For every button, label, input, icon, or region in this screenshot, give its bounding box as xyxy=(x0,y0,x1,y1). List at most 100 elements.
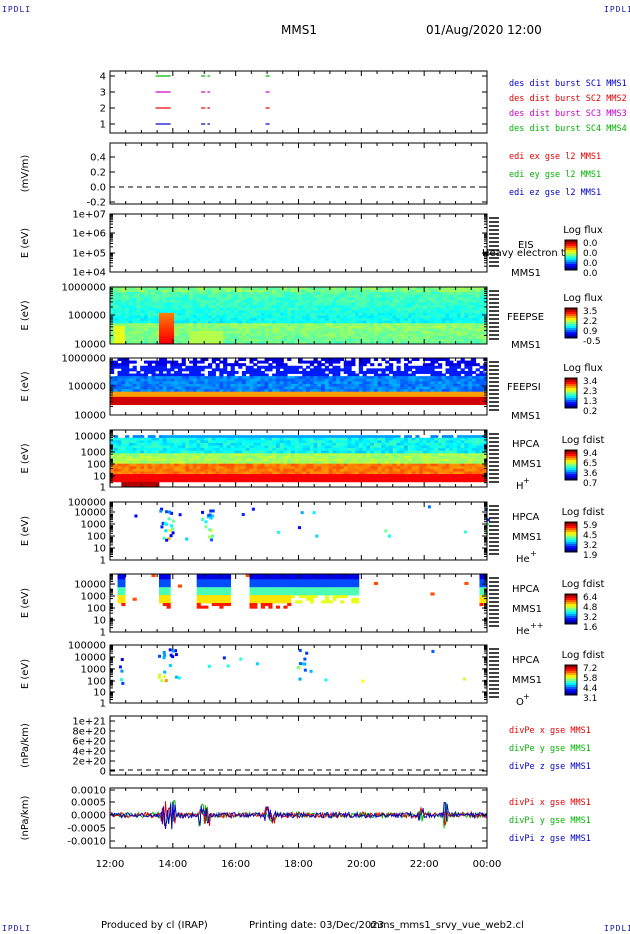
feepse-panel-heat-cell xyxy=(385,312,390,316)
feepsi-panel-heat-cell xyxy=(483,383,488,387)
feepsi-panel-heat-cell xyxy=(456,363,462,367)
hpca-h-panel-heat-cell xyxy=(162,448,167,452)
feepsi-panel-heat-cell xyxy=(302,360,307,364)
hpca-h-panel-heat-cell xyxy=(241,463,247,467)
feepse-panel-heat-cell xyxy=(219,297,224,301)
feepse-panel-heat-cell xyxy=(437,338,443,342)
hpca-h-panel-heat-cell xyxy=(177,450,183,454)
feepsi-panel-heat-cell xyxy=(385,378,390,382)
feepsi-panel-right-label: FEEPSI xyxy=(507,382,541,393)
feepse-panel-heat-cell xyxy=(339,292,345,296)
feepse-panel-heat-cell xyxy=(279,287,284,290)
feepsi-panel-heat-cell xyxy=(373,368,379,372)
feepse-panel-heat-cell xyxy=(336,302,341,306)
feepse-panel-heat-cell xyxy=(185,323,190,327)
feepsi-panel-heat-cell xyxy=(332,368,337,372)
feepsi-panel-heat-cell xyxy=(117,363,122,367)
feepse-panel-heat-cell xyxy=(174,320,179,324)
feepse-panel-heat-cell xyxy=(238,307,243,311)
feepsi-panel-heat-cell xyxy=(468,383,473,387)
feepse-panel-heat-cell xyxy=(449,292,454,296)
feepse-panel-heat-cell xyxy=(332,305,337,309)
feepse-panel-heat-cell xyxy=(396,294,401,298)
feepsi-panel-heat-cell xyxy=(162,402,167,406)
feepse-panel-heat-cell xyxy=(257,297,262,301)
feepsi-panel-heat-cell xyxy=(147,389,152,393)
hpca-h-panel-heat-cell xyxy=(230,461,235,465)
feepse-panel-heat-cell xyxy=(479,325,484,329)
feepsi-panel-heat-cell xyxy=(475,373,480,377)
feepse-panel-heat-cell xyxy=(479,312,484,316)
hpca-h-panel-heat-cell xyxy=(140,484,145,488)
feepsi-panel-heat-cell xyxy=(136,399,141,403)
feepse-panel-heat-cell xyxy=(223,299,228,303)
hpca-h-panel-heat-cell xyxy=(181,471,186,475)
feepsi-panel-heat-cell xyxy=(460,391,465,395)
feepsi-panel-heat-cell xyxy=(468,394,473,398)
hpca-h-panel-heat-cell xyxy=(230,466,235,470)
feepse-panel-heat-cell xyxy=(388,299,394,303)
feepsi-panel-heat-cell xyxy=(449,373,454,377)
feepse-panel-heat-cell xyxy=(230,328,235,332)
hpca-h-panel-heat-cell xyxy=(241,450,247,454)
feepse-panel-heat-cell xyxy=(441,338,446,342)
feepsi-panel-heat-cell xyxy=(174,360,179,364)
feepse-panel-heat-cell xyxy=(249,338,254,342)
feepse-panel-heat-cell xyxy=(460,292,465,296)
feepsi-panel-heat-cell xyxy=(177,376,183,380)
feepsi-panel-heat-cell xyxy=(113,399,118,403)
hpca-h-panel-heat-cell xyxy=(219,445,224,449)
feepse-panel-heat-cell xyxy=(189,338,194,342)
feepsi-panel-heat-cell xyxy=(117,386,122,390)
feepsi-panel-heat-cell xyxy=(147,378,152,382)
hpca-h-panel-heat-cell xyxy=(151,437,156,441)
feepsi-panel-heat-cell xyxy=(185,391,190,395)
feepse-panel-heat-cell xyxy=(328,299,333,303)
eis-panel-colorbar-frame xyxy=(564,239,578,271)
feepsi-panel-heat-cell xyxy=(151,360,156,364)
feepse-panel-heat-cell xyxy=(339,287,345,290)
feepsi-panel-heat-cell xyxy=(358,381,363,385)
feepse-panel-heat-cell xyxy=(177,325,183,329)
feepse-panel-heat-cell xyxy=(306,289,311,293)
feepsi-panel-heat-cell xyxy=(185,383,190,387)
feepse-panel-heat-cell xyxy=(143,333,149,337)
feepse-panel-heat-cell xyxy=(381,325,386,329)
feepse-panel-heat-cell xyxy=(257,312,262,316)
feepse-panel-heat-cell xyxy=(223,294,228,298)
hpca-h-panel-heat-cell xyxy=(200,450,205,454)
burst-panel-ytick-label: 3 xyxy=(100,88,106,99)
feepse-panel-heat-cell xyxy=(321,305,326,309)
feepse-panel-heat-cell xyxy=(113,315,118,319)
hpca-h-panel-heat-cell xyxy=(143,453,149,457)
feepse-panel-heat-cell xyxy=(385,299,390,303)
feepsi-panel-heat-cell xyxy=(411,376,416,380)
feepse-panel-heat-cell xyxy=(355,305,360,309)
feepse-panel-heat-cell xyxy=(400,336,405,340)
feepse-panel-heat-cell xyxy=(437,315,443,319)
feepsi-panel-heat-cell xyxy=(166,399,171,403)
feepse-panel-heat-cell xyxy=(468,315,473,319)
feepsi-panel-heat-cell xyxy=(388,378,394,382)
feepsi-panel-heat-cell xyxy=(407,368,412,372)
hpca-h-panel-heat-cell xyxy=(151,481,156,485)
hpca-h-panel-heat-cell xyxy=(170,448,175,452)
feepsi-panel-heat-cell xyxy=(362,373,367,377)
feepsi-panel-heat-cell xyxy=(313,360,318,364)
feepse-panel-heat-cell xyxy=(434,325,439,329)
feepse-panel-heat-cell xyxy=(204,318,209,322)
feepse-panel-heat-cell xyxy=(328,312,333,316)
hpca-h-panel-heat-cell xyxy=(230,440,235,444)
feepse-panel-heat-cell xyxy=(166,320,171,324)
feepsi-panel-heat-cell xyxy=(377,381,382,385)
feepse-panel-heat-cell xyxy=(234,289,239,293)
feepse-panel-heat-cell xyxy=(143,331,149,335)
feepsi-panel-heat-cell xyxy=(151,402,156,406)
hpca-h-panel-heat-cell xyxy=(170,468,175,472)
feepse-panel-heat-cell xyxy=(426,297,431,301)
hpca-h-panel-heat-cell xyxy=(174,466,179,470)
feepse-panel-heat-cell xyxy=(208,305,213,309)
feepse-panel-heat-cell xyxy=(339,341,345,345)
feepsi-panel-heat-cell xyxy=(343,386,348,390)
feepsi-panel-heat-cell xyxy=(294,370,299,374)
